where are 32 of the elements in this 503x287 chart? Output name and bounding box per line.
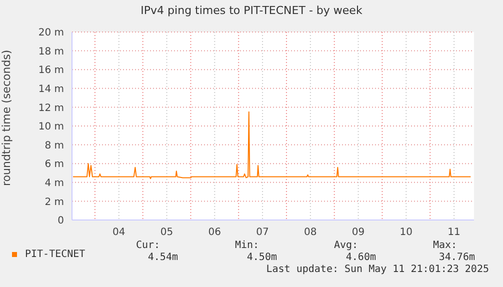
text: 34.76m — [438, 252, 475, 263]
text: 4.54m — [148, 252, 178, 263]
y-axis-title: roundtrip time (seconds) — [0, 50, 13, 186]
y-tick-label: 16 m — [38, 65, 64, 76]
x-tick-label: 09 — [352, 227, 365, 238]
y-tick-label: 10 m — [38, 122, 64, 133]
text: Cur: — [134, 240, 162, 251]
y-tick-label: 20 m — [38, 28, 64, 39]
y-tick-label: 14 m — [38, 84, 64, 95]
x-tick-label: 06 — [208, 227, 222, 238]
y-tick-label: 18 m — [38, 46, 64, 58]
y-tick-label: 8 m — [44, 140, 64, 152]
y-tick-label: 12 m — [38, 102, 64, 114]
x-tick-label: 05 — [160, 227, 174, 238]
y-tick-label: 4 m — [44, 178, 64, 189]
line-series — [72, 111, 472, 180]
y-tick-label: 2 m — [44, 196, 64, 208]
y-tick-label: 0 — [58, 216, 64, 227]
text: Max: — [432, 240, 458, 251]
text: 4.60m — [344, 252, 376, 263]
text: Last update: Sun May 11 21:01:23 2025 — [266, 264, 489, 275]
chart-title: IPv4 ping times to PIT-TECNET - by week — [140, 4, 364, 17]
x-tick-label: 10 — [400, 227, 413, 238]
text: Min: — [234, 240, 260, 251]
y-tick-label: 6 m — [44, 159, 64, 170]
x-tick-label: 08 — [304, 227, 317, 238]
x-tick-label: 11 — [448, 227, 460, 238]
x-tick-label: 07 — [256, 227, 269, 238]
legend-label: PIT-TECNET — [24, 249, 86, 260]
text: Avg: — [332, 240, 360, 251]
text: 4.50m — [246, 252, 277, 263]
x-tick-label: 04 — [112, 227, 126, 238]
